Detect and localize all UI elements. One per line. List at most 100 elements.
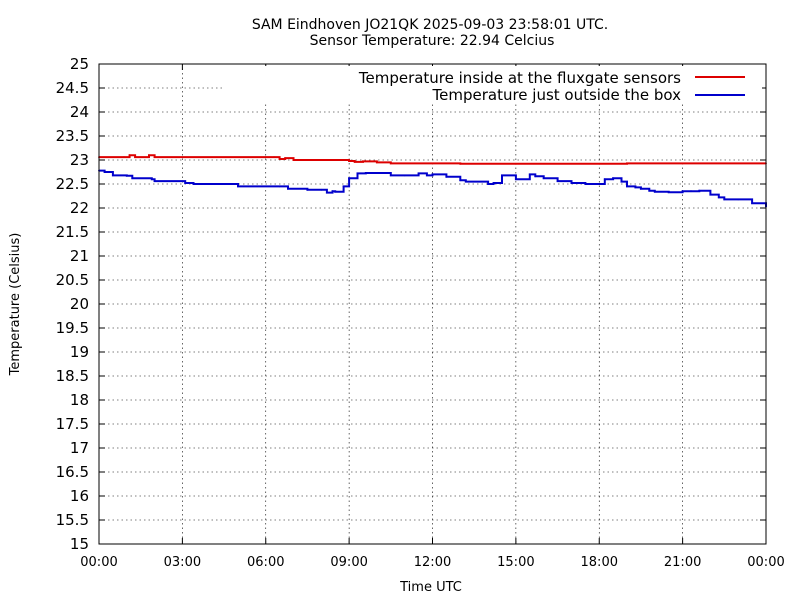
y-tick-label: 15: [70, 535, 89, 553]
y-tick-label: 21.5: [56, 223, 89, 241]
chart-legend: Temperature inside at the fluxgate senso…: [222, 66, 762, 104]
legend-label-inside: Temperature inside at the fluxgate senso…: [358, 69, 681, 87]
data-point: [653, 190, 656, 193]
data-point: [348, 160, 350, 162]
data-point: [306, 188, 309, 191]
data-point: [648, 189, 651, 192]
data-point: [112, 174, 114, 177]
data-point: [237, 185, 239, 188]
data-point: [492, 182, 495, 184]
x-axis-label: Time UTC: [399, 580, 462, 595]
data-point: [403, 174, 406, 177]
data-point: [209, 183, 212, 185]
series-lines: [98, 154, 767, 208]
x-tick-label: 06:00: [247, 555, 284, 570]
y-tick-label: 20.5: [56, 271, 89, 289]
y-tick-label: 17.5: [56, 415, 89, 433]
y-tick-label: 20: [70, 295, 89, 313]
x-tick-label: 00:00: [80, 555, 117, 570]
legend-label-outside: Temperature just outside the box: [432, 86, 682, 104]
series-1: [98, 169, 767, 208]
x-tick-label: 18:00: [581, 555, 618, 570]
x-axis-ticks: 00:00 03:00 06:00 09:00 12:00 15:00 18:00 21:00…: [80, 64, 785, 570]
data-point: [278, 158, 281, 160]
data-point: [681, 190, 684, 193]
y-tick-label: 23.5: [56, 127, 89, 145]
data-point: [612, 177, 614, 180]
y-tick-label: 24: [70, 103, 89, 121]
data-point: [134, 156, 137, 159]
data-point: [640, 187, 642, 190]
data-point: [184, 182, 187, 184]
data-point: [542, 177, 545, 180]
data-point: [331, 190, 334, 193]
data-point: [123, 156, 125, 159]
x-tick-label: 09:00: [330, 555, 367, 570]
data-point: [353, 161, 356, 163]
data-point: [326, 191, 328, 194]
chart-subtitle: Sensor Temperature: 22.94 Celcius: [310, 33, 555, 49]
data-point: [698, 189, 701, 192]
x-tick-label: 00:00: [747, 555, 784, 570]
data-point: [131, 177, 134, 180]
data-point: [445, 175, 448, 178]
data-point: [667, 191, 670, 194]
data-point: [501, 174, 503, 177]
x-tick-label: 03:00: [164, 555, 201, 570]
data-point: [150, 178, 153, 181]
data-point: [681, 162, 684, 165]
y-axis-ticks: 15 15.5 16 16.5 17 17.5 18 18.5 19 19.5 20 20.5 21 21…: [56, 55, 766, 553]
data-point: [128, 154, 131, 157]
data-point: [103, 171, 106, 173]
data-point: [389, 174, 392, 177]
data-point: [278, 185, 281, 188]
data-point: [584, 183, 587, 185]
y-tick-label: 17: [70, 439, 89, 457]
y-tick-label: 21: [70, 247, 89, 265]
y-tick-label: 18: [70, 391, 89, 409]
data-point: [556, 180, 559, 183]
x-tick-label: 15:00: [497, 555, 534, 570]
legend-background: [222, 66, 762, 104]
data-point: [603, 178, 606, 181]
y-tick-label: 24.5: [56, 79, 89, 97]
data-point: [273, 156, 275, 159]
data-point: [459, 162, 462, 165]
data-point: [751, 202, 753, 205]
y-tick-label: 22.5: [56, 175, 89, 193]
data-point: [598, 183, 601, 185]
data-point: [342, 185, 345, 188]
data-point: [362, 160, 364, 163]
data-point: [690, 190, 692, 193]
data-point: [515, 178, 517, 181]
data-point: [431, 173, 434, 176]
x-tick-label: 12:00: [414, 555, 451, 570]
data-point: [534, 175, 537, 178]
data-point: [292, 159, 295, 161]
chart-title: SAM Eindhoven JO21QK 2025-09-03 23:58:01…: [252, 17, 608, 33]
y-axis-label: Temperature (Celsius): [8, 233, 23, 377]
data-point: [634, 186, 637, 189]
data-point: [417, 172, 420, 175]
grid-lines: [99, 64, 766, 544]
y-tick-label: 16.5: [56, 463, 89, 481]
y-tick-label: 25: [70, 55, 89, 73]
data-point: [153, 180, 156, 183]
data-point: [389, 162, 392, 165]
data-point: [192, 183, 195, 185]
data-point: [364, 172, 367, 174]
data-point: [737, 198, 740, 201]
data-point: [626, 162, 628, 165]
y-tick-label: 19: [70, 343, 89, 361]
data-point: [148, 154, 150, 157]
data-point: [464, 180, 467, 183]
data-point: [431, 162, 434, 165]
data-point: [153, 156, 156, 159]
data-point: [570, 182, 573, 184]
data-point: [334, 190, 337, 193]
data-point: [348, 177, 350, 180]
data-point: [287, 187, 289, 190]
y-tick-label: 23: [70, 151, 89, 169]
